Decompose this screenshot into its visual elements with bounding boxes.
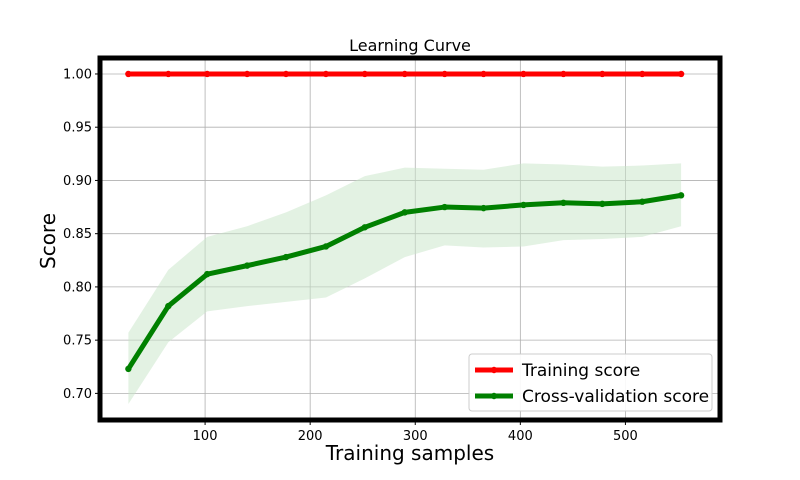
- data-point: [361, 224, 369, 231]
- x-tick-label: 500: [613, 429, 638, 444]
- data-point: [677, 192, 685, 199]
- legend-box: [468, 353, 713, 412]
- data-point: [401, 70, 408, 78]
- confidence-band: [128, 163, 682, 405]
- data-point: [125, 70, 132, 78]
- chart-title: Learning Curve: [349, 36, 471, 55]
- y-axis-title: Score: [36, 213, 60, 269]
- x-axis-title: Training samples: [325, 441, 494, 465]
- y-tick-label: 1.00: [63, 67, 92, 82]
- legend-marker: [490, 392, 498, 400]
- data-point: [243, 70, 251, 78]
- x-tick-label: 200: [298, 429, 323, 444]
- legend-label: Cross-validation score: [522, 387, 709, 407]
- data-point: [282, 253, 290, 261]
- y-tick-label: 0.75: [63, 334, 92, 349]
- data-point: [520, 70, 527, 78]
- data-point: [520, 201, 527, 209]
- data-point: [560, 70, 567, 78]
- legend: Training score Cross-validation score: [468, 353, 713, 412]
- y-tick-label: 0.90: [63, 174, 92, 189]
- data-point: [441, 70, 448, 78]
- legend-label: Training score: [521, 361, 640, 381]
- data-point: [401, 209, 408, 216]
- data-point: [639, 198, 646, 205]
- x-tick-label: 300: [403, 429, 428, 444]
- data-point: [203, 270, 211, 278]
- data-point: [480, 70, 487, 78]
- data-point: [441, 203, 448, 211]
- data-point: [165, 302, 172, 310]
- y-tick-label: 0.95: [63, 121, 92, 136]
- plot-frame: [97, 55, 723, 423]
- data-point: [599, 200, 606, 208]
- x-tick-label: 400: [508, 429, 533, 444]
- confidence-bands: [128, 163, 682, 405]
- y-tick-label: 0.85: [63, 227, 92, 242]
- data-point: [599, 70, 606, 78]
- y-tick-label: 0.70: [63, 387, 92, 402]
- data-point: [322, 243, 330, 250]
- data-point: [560, 199, 567, 206]
- series-points: [125, 70, 685, 373]
- data-point: [322, 70, 330, 78]
- data-point: [361, 70, 369, 78]
- x-tick-label: 100: [193, 429, 218, 444]
- tick-labels: 100 200 300 400 500 0.70 0.75 0.80 0.85 0.90 0.95 1…: [63, 67, 638, 444]
- data-point: [639, 70, 646, 78]
- legend-marker: [490, 366, 498, 374]
- data-point: [677, 70, 685, 78]
- data-point: [243, 262, 251, 269]
- data-point: [480, 204, 487, 212]
- data-point: [282, 70, 290, 78]
- data-point: [165, 70, 172, 78]
- axis-ticks: [95, 73, 626, 425]
- data-point: [125, 365, 132, 373]
- y-tick-label: 0.80: [63, 280, 92, 295]
- data-point: [203, 70, 211, 78]
